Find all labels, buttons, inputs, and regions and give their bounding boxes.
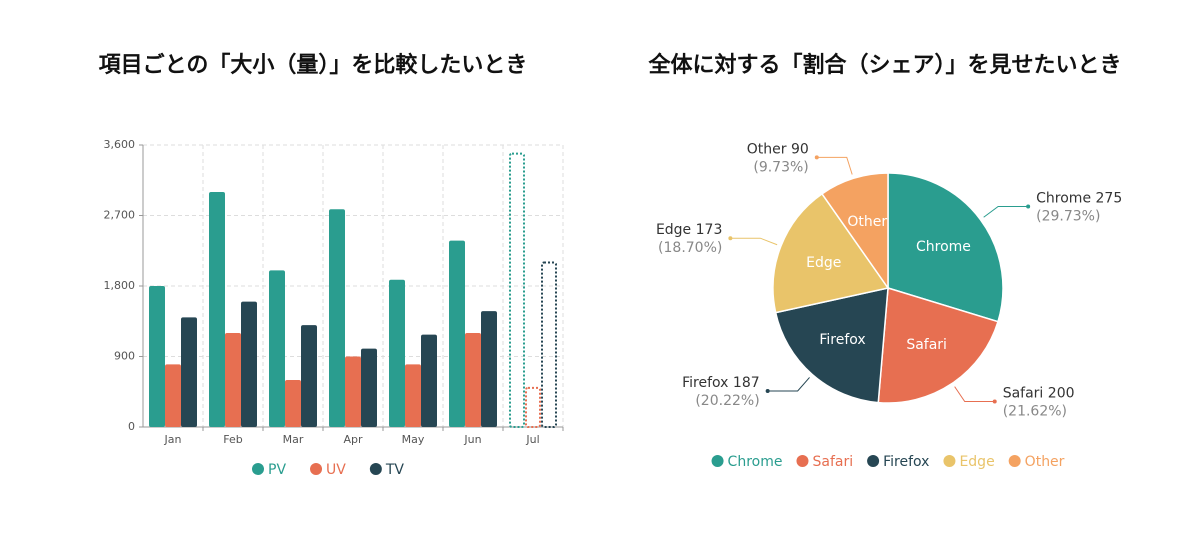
leader-line <box>983 206 1029 218</box>
leader-dot <box>814 155 819 160</box>
slice-label: Safari <box>906 337 947 353</box>
outer-label-percent: (9.73%) <box>753 159 808 175</box>
chart-title: 全体に対する「割合（シェア）」を見せたいとき <box>647 52 1121 78</box>
outer-label-value: 200 <box>1048 386 1075 402</box>
bar <box>421 334 437 427</box>
legend-swatch <box>369 463 382 475</box>
slice-label: Chrome <box>916 239 971 255</box>
outer-label-value: 275 <box>1096 191 1123 207</box>
outer-label-percent: (21.62%) <box>1003 404 1067 420</box>
outer-label: Other 90 <box>747 141 809 157</box>
y-tick-label: 2,700 <box>104 209 136 222</box>
bar <box>449 240 465 427</box>
pie-slice <box>820 172 889 291</box>
bar <box>269 270 285 427</box>
bar <box>285 380 301 427</box>
legend-label: Safari <box>812 454 853 470</box>
bar <box>209 192 225 427</box>
bar <box>361 348 377 427</box>
legend-label: Edge <box>959 454 994 470</box>
bar <box>165 364 181 427</box>
slice-label: Firefox <box>819 332 865 348</box>
pie-slice <box>887 172 1004 323</box>
pie-slice <box>772 192 890 314</box>
x-tick-label: Jun <box>463 433 481 446</box>
leader-dot <box>992 399 997 404</box>
outer-label-percent: (29.73%) <box>1036 209 1100 225</box>
outer-label-name: Chrome <box>1036 191 1091 207</box>
bar <box>481 311 497 427</box>
outer-label-value: 187 <box>733 375 760 391</box>
legend-item: UV <box>310 462 346 478</box>
bar <box>465 333 481 427</box>
legend-swatch <box>711 455 724 467</box>
legend-label: TV <box>385 462 405 478</box>
y-tick-label: 900 <box>114 350 135 363</box>
outer-label-value: 90 <box>791 141 809 157</box>
bar <box>241 301 257 427</box>
slice-label: Other <box>847 214 887 230</box>
leader-dot <box>728 236 733 241</box>
bar <box>509 152 525 428</box>
leader-line <box>730 237 778 246</box>
legend-item: TV <box>369 462 405 478</box>
bar <box>149 286 165 427</box>
bar <box>181 317 197 427</box>
bar <box>225 333 241 427</box>
outer-label: Firefox 187 <box>682 375 760 391</box>
legend-label: PV <box>268 462 286 478</box>
outer-label-name: Other <box>747 141 787 157</box>
legend-label: Other <box>1025 454 1065 470</box>
legend-label: Chrome <box>728 454 783 470</box>
bar <box>541 261 557 428</box>
outer-label: Chrome 275 <box>1036 191 1122 207</box>
y-tick-label: 0 <box>128 420 135 433</box>
bar <box>525 386 541 429</box>
pie-slice <box>774 287 889 404</box>
pie-slice <box>877 287 999 404</box>
y-tick-label: 3,600 <box>104 138 136 151</box>
outer-label-name: Firefox <box>682 375 728 391</box>
slice-label: Edge <box>806 255 841 271</box>
legend-item: PV <box>252 462 286 478</box>
legend-swatch <box>252 463 264 475</box>
bar <box>345 356 361 427</box>
outer-label: Edge 173 <box>656 222 722 238</box>
chart-title: 項目ごとの「大小（量）」を比較したいとき <box>99 52 528 78</box>
leader-line <box>767 377 810 392</box>
bar <box>389 279 405 427</box>
y-tick-label: 1,800 <box>104 279 136 292</box>
x-tick-label: Jan <box>164 433 182 446</box>
legend-label: UV <box>326 462 346 478</box>
legend-label: Firefox <box>883 454 929 470</box>
legend-swatch <box>796 455 809 467</box>
legend-swatch <box>310 463 323 475</box>
outer-label: Safari 200 <box>1003 386 1075 402</box>
legend-swatch <box>943 455 956 467</box>
leader-dot <box>1026 204 1031 209</box>
legend-swatch <box>867 455 880 467</box>
bar <box>329 209 345 427</box>
leader-dot <box>765 388 770 393</box>
x-tick-label: Feb <box>223 433 242 446</box>
outer-label-name: Safari <box>1003 386 1044 402</box>
bar <box>301 325 317 427</box>
outer-label-percent: (20.22%) <box>695 393 759 409</box>
legend: Chrome Safari Firefox Edge Other <box>711 454 1065 470</box>
x-tick-label: Mar <box>283 433 304 446</box>
legend-swatch <box>1008 455 1021 467</box>
leader-line <box>954 386 995 403</box>
leader-line <box>816 156 853 175</box>
x-tick-label: May <box>402 433 425 446</box>
outer-label-percent: (18.70%) <box>658 240 722 256</box>
bar <box>405 364 421 427</box>
outer-label-name: Edge <box>656 222 691 238</box>
x-tick-label: Apr <box>343 433 363 446</box>
outer-label-value: 173 <box>696 222 723 238</box>
x-tick-label: Jul <box>525 433 539 446</box>
